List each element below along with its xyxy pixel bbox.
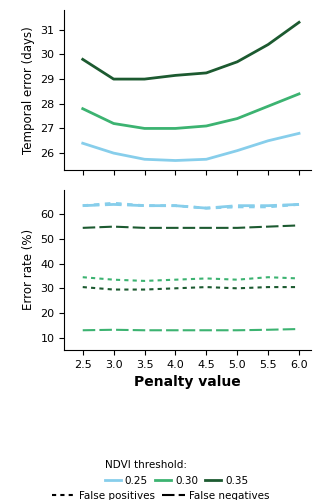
Y-axis label: Temporal error (days): Temporal error (days) [22, 26, 35, 154]
Y-axis label: Error rate (%): Error rate (%) [22, 229, 35, 310]
Legend: 0.25, 0.30, 0.35: 0.25, 0.30, 0.35 [101, 456, 252, 490]
X-axis label: Penalty value: Penalty value [134, 376, 241, 390]
Legend: False positives, False negatives: False positives, False negatives [48, 486, 273, 500]
